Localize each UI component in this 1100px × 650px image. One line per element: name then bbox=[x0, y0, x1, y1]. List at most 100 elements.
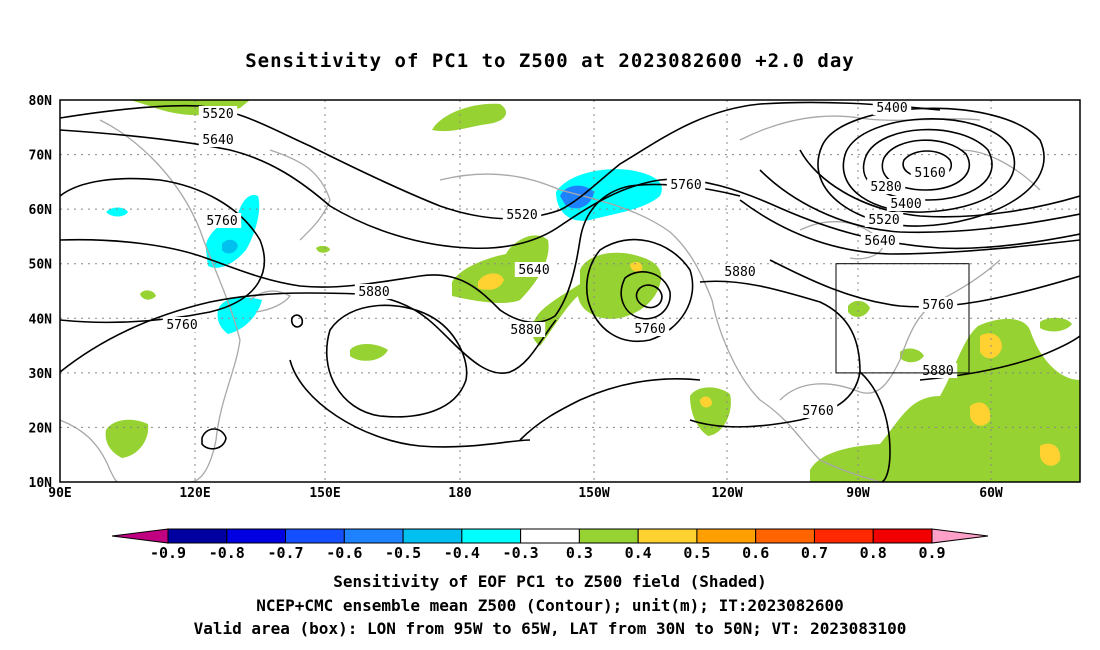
contour-label-bg bbox=[910, 165, 950, 180]
shade-cyan-asia bbox=[205, 194, 260, 268]
contour-5760-low-outer bbox=[585, 238, 694, 342]
contour-label: 5760 bbox=[802, 404, 833, 419]
lon-tick-label: 90E bbox=[48, 486, 71, 501]
colorbar-tick-label: 0.6 bbox=[742, 544, 769, 562]
contour-5760-east bbox=[769, 259, 1080, 308]
lat-tick-label: 70N bbox=[29, 149, 53, 164]
lon-tick-label: 120W bbox=[711, 486, 742, 501]
contour-5760-mid bbox=[60, 183, 741, 323]
contour-label: 5520 bbox=[868, 213, 899, 228]
shade-green-india bbox=[105, 419, 149, 458]
shade-green-dot2 bbox=[140, 290, 156, 300]
contour-label-bg bbox=[864, 212, 904, 227]
lon-tick-label: 150W bbox=[578, 486, 609, 501]
contour-label-bg bbox=[860, 233, 900, 248]
contour-label-bg bbox=[162, 317, 202, 332]
shading-layer bbox=[105, 100, 1080, 482]
lat-tick-label: 10N bbox=[29, 476, 53, 491]
contour-5640-east bbox=[739, 199, 1080, 255]
contour-label-bg bbox=[666, 177, 706, 192]
caption-line-2: NCEP+CMC ensemble mean Z500 (Contour); u… bbox=[256, 596, 844, 615]
shade-cyan-japan bbox=[217, 297, 262, 334]
colorbar-segment bbox=[872, 528, 933, 544]
contour-5880-south bbox=[289, 359, 531, 448]
colorbar-tick-label: -0.9 bbox=[150, 544, 186, 562]
colorbar-segment bbox=[343, 528, 404, 544]
shade-green-arctic bbox=[432, 103, 507, 132]
contour-label: 5760 bbox=[634, 322, 665, 337]
shade-green-nw-atlantic bbox=[1040, 317, 1072, 332]
contour-5760-asia bbox=[60, 177, 265, 324]
lat-tick-label: 30N bbox=[29, 367, 53, 382]
contour-low-core bbox=[635, 284, 663, 309]
contour-label: 5520 bbox=[506, 208, 537, 223]
contour-label: 5520 bbox=[202, 107, 233, 122]
coast-alaska bbox=[439, 173, 713, 301]
colorbar-tick-label: -0.4 bbox=[444, 544, 480, 562]
contour-label: 5280 bbox=[870, 180, 901, 195]
contour-label-bg bbox=[866, 179, 906, 194]
shade-blue-alaska bbox=[560, 185, 594, 209]
colorbar-high-arrow bbox=[931, 528, 989, 544]
shade-yellow-east bbox=[1040, 443, 1061, 466]
coast-greenland bbox=[959, 149, 1041, 191]
contour-label-bg bbox=[198, 106, 238, 121]
contour-label-layer: 5520 5640 5760 5760 5520 5640 5760 5880 5760 5760… bbox=[162, 100, 958, 419]
colorbar-segment bbox=[520, 528, 580, 544]
colorbar-tick-label: 0.4 bbox=[625, 544, 652, 562]
lon-tick-label: 60W bbox=[979, 486, 1003, 501]
shade-green-hawaii-north bbox=[350, 344, 388, 361]
coast-gulf bbox=[779, 359, 901, 401]
contour-5880-main bbox=[60, 292, 557, 374]
colorbar-tick-label: 0.3 bbox=[566, 544, 593, 562]
contour-5880-east bbox=[689, 280, 861, 428]
shade-blue-asia bbox=[222, 239, 238, 254]
colorbar-tick-label: -0.8 bbox=[209, 544, 245, 562]
lat-tick-label: 60N bbox=[29, 203, 53, 218]
colorbar-tick-label: -0.7 bbox=[267, 544, 303, 562]
shade-yellow-gulf bbox=[478, 273, 504, 290]
contour-label-bg bbox=[506, 322, 546, 337]
colorbar-segment bbox=[578, 528, 639, 544]
colorbar: -0.9 -0.8 -0.7 -0.6 -0.5 -0.4 -0.3 0.3 0.4 0.5 0.6… bbox=[111, 528, 989, 562]
shade-green-mexico bbox=[690, 387, 731, 436]
colorbar-segment bbox=[402, 528, 463, 544]
colorbar-tick-label: -0.5 bbox=[385, 544, 421, 562]
colorbar-tick-label: 0.8 bbox=[860, 544, 887, 562]
coast-india bbox=[60, 419, 119, 482]
contour-label: 5760 bbox=[922, 298, 953, 313]
contour-label: 5760 bbox=[206, 214, 237, 229]
caption-line-3: Valid area (box): LON from 95W to 65W, L… bbox=[193, 619, 907, 638]
contour-5880-atlantic bbox=[859, 371, 891, 482]
grid-layer bbox=[60, 100, 1080, 482]
lat-axis: 80N 70N 60N 50N 40N 30N 20N 10N bbox=[29, 94, 53, 491]
contour-label-bg bbox=[918, 297, 958, 312]
contour-small-asia bbox=[201, 428, 227, 450]
contour-label-bg bbox=[872, 100, 912, 115]
contour-label: 5160 bbox=[914, 166, 945, 181]
contour-label: 5880 bbox=[510, 323, 541, 338]
lat-tick-label: 50N bbox=[29, 258, 53, 273]
contour-label-bg bbox=[720, 264, 760, 279]
contour-5520-east bbox=[759, 169, 1080, 234]
colorbar-low-arrow bbox=[111, 528, 169, 544]
contour-5460-east bbox=[799, 149, 1080, 218]
shade-cyan-alaska bbox=[556, 169, 662, 221]
caption-line-1: Sensitivity of EOF PC1 to Z500 field (Sh… bbox=[333, 572, 767, 591]
contour-label-bg bbox=[514, 262, 554, 277]
lon-tick-label: 120E bbox=[179, 486, 210, 501]
lat-tick-label: 20N bbox=[29, 421, 53, 436]
contour-label: 5640 bbox=[864, 234, 895, 249]
contour-low-inner bbox=[620, 271, 671, 320]
contour-label: 5880 bbox=[358, 285, 389, 300]
lon-axis: 90E 120E 150E 180 150W 120W 90W 60W bbox=[48, 486, 1003, 501]
colorbar-segment bbox=[813, 528, 874, 544]
contour-label-bg bbox=[886, 196, 926, 211]
plot-frame bbox=[59, 99, 1081, 483]
coast-japan bbox=[249, 290, 291, 313]
coast-north-america bbox=[711, 299, 881, 482]
shade-green-atlantic bbox=[810, 318, 1080, 482]
lat-tick-label: 80N bbox=[29, 94, 53, 109]
contour-label-bg bbox=[798, 403, 838, 418]
